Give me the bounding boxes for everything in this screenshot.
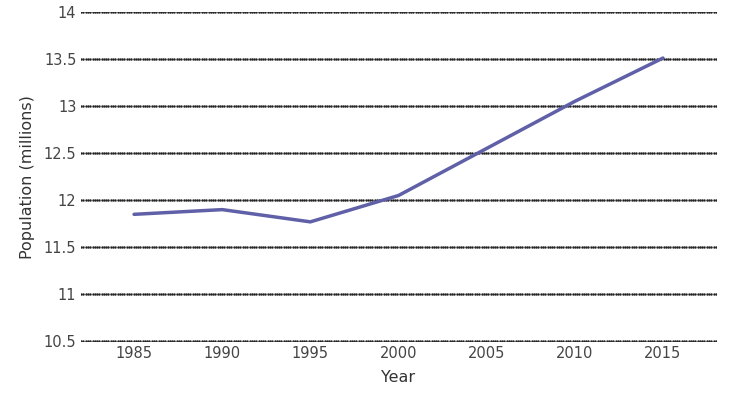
X-axis label: Year: Year	[382, 370, 415, 385]
Y-axis label: Population (millions): Population (millions)	[21, 95, 35, 258]
